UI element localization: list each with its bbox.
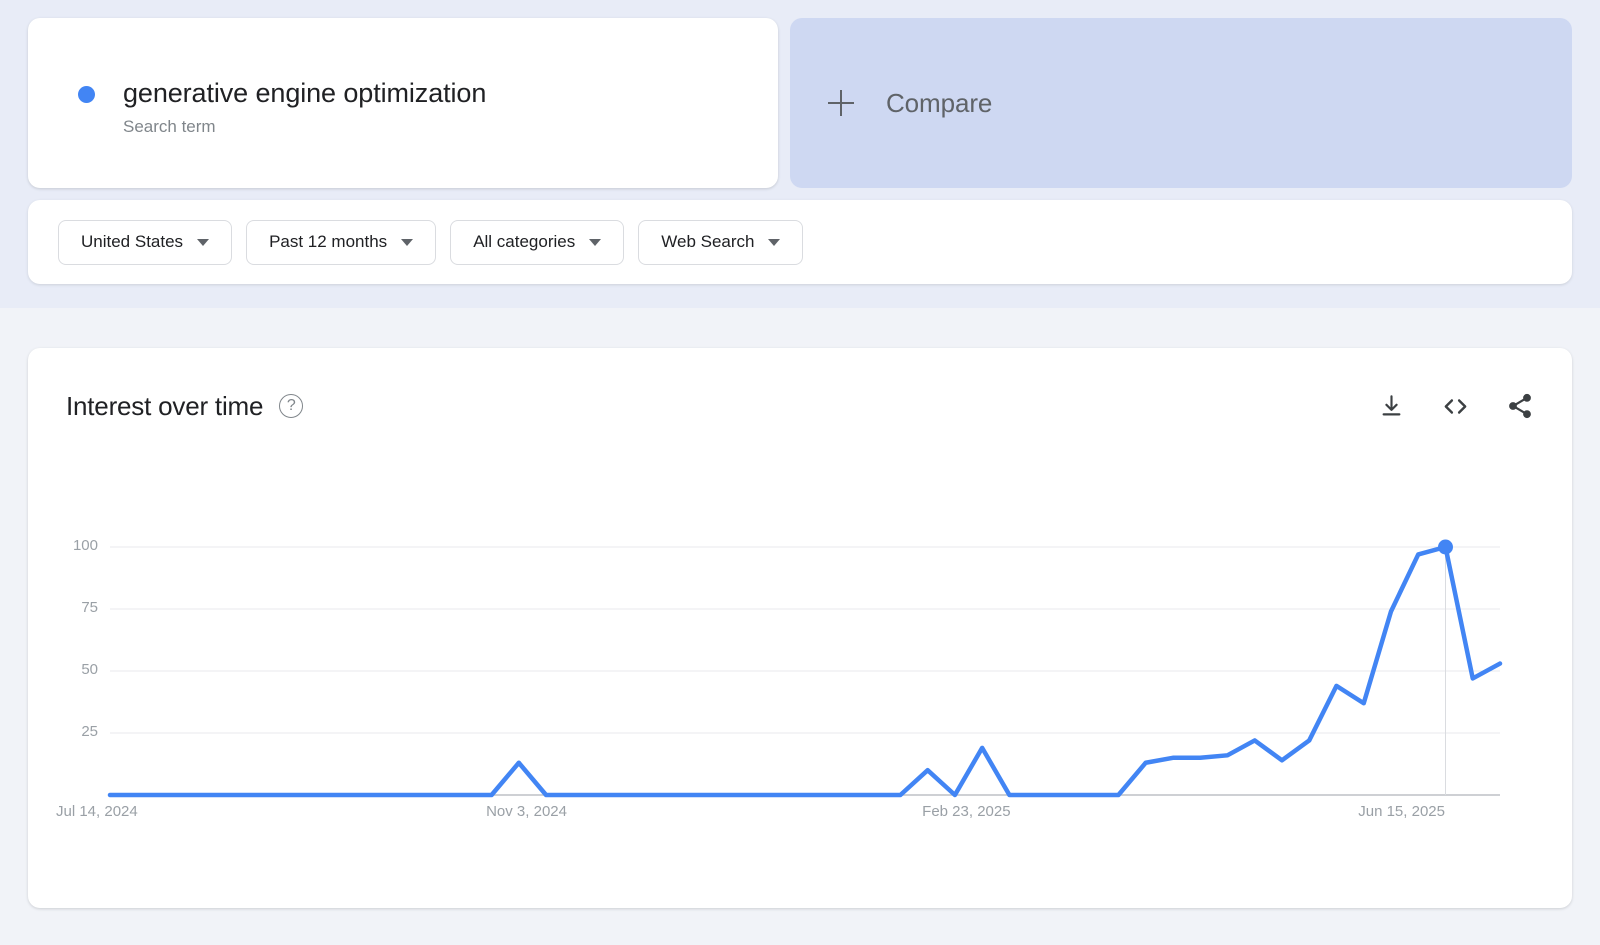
x-axis-tick: Jun 15, 2025 <box>1358 803 1445 820</box>
search-type-filter[interactable]: Web Search <box>638 219 804 265</box>
y-axis-tick: 100 <box>72 537 98 554</box>
search-term-title: generative engine optimization <box>123 78 487 108</box>
y-axis-tick: 75 <box>81 599 98 616</box>
chevron-down-icon <box>401 238 414 246</box>
x-axis-tick: Feb 23, 2025 <box>922 803 1011 820</box>
region-filter[interactable]: United States <box>58 219 233 265</box>
compare-label: Compare <box>886 87 993 118</box>
chevron-down-icon <box>589 238 602 246</box>
chevron-down-icon <box>197 238 210 246</box>
time-range-filter[interactable]: Past 12 months <box>246 219 437 265</box>
time-range-filter-label: Past 12 months <box>269 232 388 251</box>
interest-over-time-chart <box>107 539 1503 798</box>
chart-actions <box>1378 392 1534 421</box>
compare-card[interactable]: Compare <box>790 18 1572 188</box>
embed-code-icon[interactable] <box>1441 392 1470 421</box>
search-term-text: generative engine optimization Search te… <box>123 76 486 138</box>
chevron-down-icon <box>768 238 781 246</box>
y-axis-tick: 50 <box>81 661 98 678</box>
chart-header: Interest over time ? <box>66 384 1534 428</box>
x-axis-tick: Jul 14, 2024 <box>56 803 138 820</box>
compare-content: Compare <box>828 18 992 188</box>
x-axis-tick: Nov 3, 2024 <box>486 803 567 820</box>
filter-bar: United States Past 12 months All categor… <box>28 200 1572 284</box>
download-icon[interactable] <box>1378 393 1405 420</box>
interest-over-time-card: Interest over time ? <box>28 348 1572 908</box>
category-filter-label: All categories <box>473 232 576 251</box>
share-icon[interactable] <box>1506 392 1534 420</box>
plus-icon <box>828 90 854 116</box>
category-filter[interactable]: All categories <box>450 219 625 265</box>
search-type-filter-label: Web Search <box>661 232 755 251</box>
search-term-card[interactable]: generative engine optimization Search te… <box>28 18 778 188</box>
page-title: Interest over time <box>66 390 264 421</box>
help-icon[interactable]: ? <box>279 394 304 418</box>
series-color-dot-icon <box>78 86 95 103</box>
chart-title-wrap: Interest over time ? <box>66 390 304 422</box>
region-filter-label: United States <box>81 232 184 251</box>
search-term-subtitle: Search term <box>123 117 216 136</box>
search-term-content: generative engine optimization Search te… <box>78 76 486 138</box>
y-axis-tick: 25 <box>81 723 98 740</box>
